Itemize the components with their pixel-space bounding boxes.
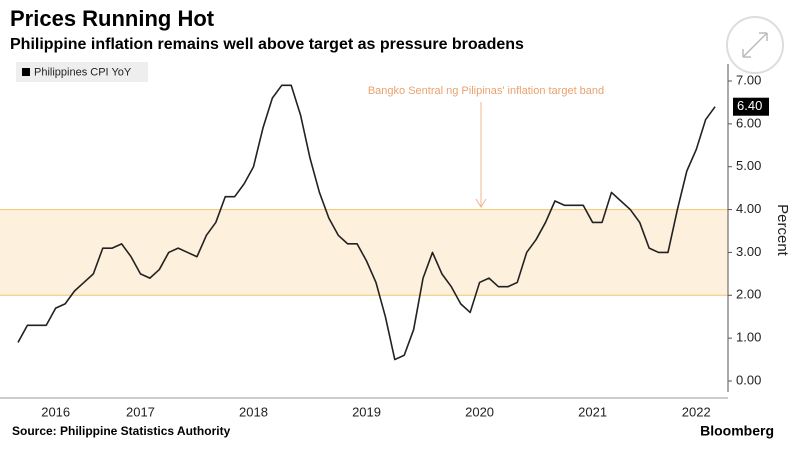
y-tick-label: 3.00 (736, 244, 761, 259)
x-tick-label: 2016 (41, 404, 70, 419)
expand-icon (742, 32, 768, 58)
chart-subtitle: Philippine inflation remains well above … (10, 36, 524, 53)
x-tick-label: 2017 (126, 404, 155, 419)
brand: Bloomberg (700, 423, 774, 439)
value-label-box (733, 97, 769, 116)
y-tick-label: 2.00 (736, 287, 761, 302)
legend-box (16, 62, 148, 82)
x-tick-label: 2018 (239, 404, 268, 419)
annotation-arrowhead (475, 198, 487, 208)
x-tick-label: 2022 (682, 404, 711, 419)
x-tick-label: 2020 (465, 404, 494, 419)
x-tick-label: 2019 (352, 404, 381, 419)
value-label: 6.40 (737, 98, 762, 113)
legend-swatch (22, 68, 30, 76)
y-tick-label: 6.00 (736, 115, 761, 130)
y-tick-label: 7.00 (736, 72, 761, 87)
annotation: Bangko Sentral ng Pilipinas' inflation t… (368, 85, 604, 97)
chart-title: Prices Running Hot (10, 6, 215, 31)
legend-label: Philippines CPI YoY (34, 66, 132, 78)
y-tick-label: 0.00 (736, 372, 761, 387)
y-tick-label: 4.00 (736, 201, 761, 216)
series-line (17, 84, 716, 361)
target-band (0, 209, 728, 296)
y-tick-label: 5.00 (736, 158, 761, 173)
y-axis-label: Percent (774, 204, 791, 257)
source: Source: Philippine Statistics Authority (12, 424, 231, 438)
y-tick-label: 1.00 (736, 330, 761, 345)
x-tick-label: 2021 (578, 404, 607, 419)
